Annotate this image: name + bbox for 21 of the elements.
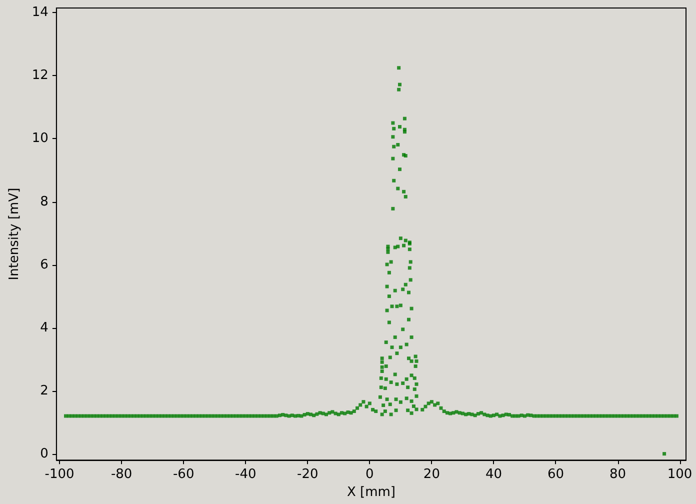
y-tick-label: 14 [32, 5, 48, 20]
y-tick-label: 12 [32, 68, 48, 84]
x-tick-label: -40 [235, 467, 256, 482]
x-tick-label: -80 [110, 467, 132, 482]
x-tick-label: 40 [485, 467, 502, 482]
x-tick-label: -20 [297, 467, 318, 482]
x-tick-label: -60 [172, 467, 194, 482]
y-tick-label: 8 [40, 194, 48, 210]
y-tick-label: 10 [32, 131, 48, 146]
x-tick-label: 60 [547, 467, 564, 482]
y-tick-label: 6 [40, 257, 48, 272]
y-tick-label: 2 [40, 383, 48, 398]
y-tick-label: 4 [40, 320, 48, 336]
x-tick-label: 100 [667, 467, 692, 482]
x-tick-label: -100 [44, 467, 74, 482]
y-tick-label: 0 [40, 446, 48, 462]
x-tick-label: 0 [366, 467, 374, 482]
y-axis-title: Intensity [mV] [7, 188, 22, 280]
x-axis-title: X [mm] [346, 485, 396, 500]
x-tick-label: 20 [423, 467, 440, 482]
x-tick-label: 80 [610, 467, 626, 482]
